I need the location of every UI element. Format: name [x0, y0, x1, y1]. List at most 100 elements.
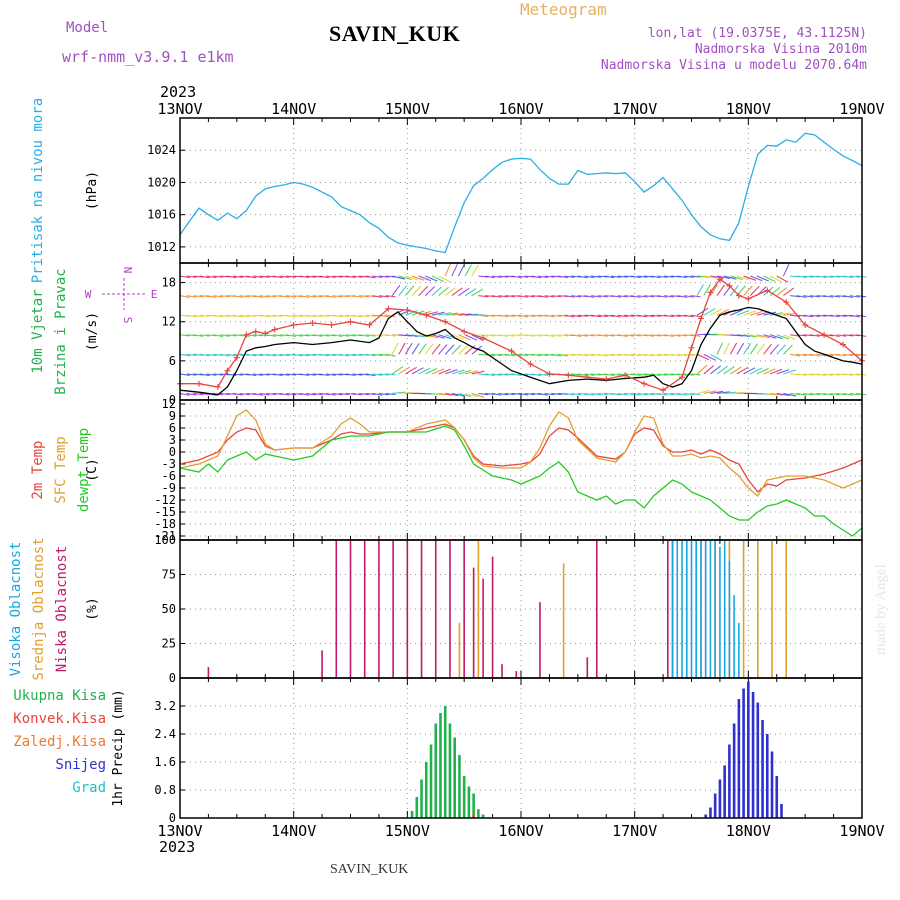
- wind-barb: [286, 373, 297, 376]
- wind-barb: [736, 275, 750, 281]
- wind-barb: [518, 314, 529, 318]
- wind-barb: [186, 314, 197, 318]
- y-tick-label: 1016: [147, 208, 176, 222]
- elevation-info: Nadmorska Visina 2010m: [694, 42, 867, 57]
- wind-barb: [783, 287, 795, 297]
- wind-barb: [444, 344, 455, 355]
- y-tick-label: 6: [169, 354, 176, 368]
- model-label: Model: [66, 20, 109, 36]
- wind-barb: [219, 334, 230, 337]
- wind-barb: [464, 264, 472, 277]
- wind-barb: [537, 353, 549, 357]
- wind-barb: [285, 334, 297, 338]
- wind-barb: [829, 275, 840, 278]
- side-label: 10m Vjetar: [30, 289, 46, 373]
- wind-barb: [537, 334, 549, 337]
- wind-barb: [213, 334, 224, 338]
- bar-visoka-oblacnost: [709, 540, 712, 678]
- wind-barb: [690, 392, 701, 396]
- wind-barb: [239, 295, 250, 298]
- wind-barb: [709, 284, 718, 296]
- x-date-label: 16NOV: [498, 822, 543, 840]
- gust-marker: [603, 376, 610, 383]
- side-label: Brzina i Pravac: [53, 268, 69, 394]
- wind-barb: [577, 275, 588, 279]
- y-tick-label: -9: [162, 481, 176, 495]
- series-line-speed: [179, 306, 863, 396]
- wind-barb: [504, 334, 515, 337]
- wind-barb: [816, 314, 827, 317]
- wind-barb: [836, 314, 847, 318]
- wind-barb: [445, 369, 458, 375]
- bar-srednja-oblacnost: [742, 540, 745, 678]
- gust-marker: [328, 321, 335, 328]
- wind-barb: [299, 392, 310, 396]
- wind-barb: [464, 334, 478, 341]
- wind-barb: [464, 370, 478, 375]
- wind-barb: [252, 353, 263, 357]
- wind-barb: [610, 353, 621, 357]
- wind-barb: [537, 392, 549, 396]
- bar-visoka-oblacnost: [695, 540, 698, 678]
- bar-niska-oblacnost: [539, 602, 541, 678]
- wind-barb: [710, 365, 722, 375]
- wind-barb: [206, 275, 217, 279]
- wind-barb: [770, 312, 783, 316]
- wind-barb: [464, 288, 477, 297]
- wind-barb: [193, 392, 204, 396]
- wind-barb: [239, 334, 250, 337]
- side-label: Pritisak na nivou mora: [30, 98, 46, 283]
- bar-snijeg: [751, 692, 755, 818]
- wind-barb: [372, 373, 383, 376]
- wind-barb: [571, 295, 582, 298]
- wind-barb: [677, 334, 688, 337]
- wind-barb: [703, 365, 715, 375]
- wind-barb: [471, 288, 484, 297]
- wind-barb: [345, 334, 356, 337]
- gust-marker: [233, 354, 240, 361]
- wind-barb: [292, 295, 303, 298]
- wind-barb: [378, 373, 389, 376]
- wind-barb: [325, 373, 336, 376]
- station-title: SAVIN_KUK: [329, 21, 461, 46]
- wind-barb: [339, 392, 350, 396]
- wind-barb: [809, 295, 820, 298]
- wind-barb: [524, 392, 535, 396]
- wind-barb: [458, 344, 469, 355]
- bar-ukupna-kisa: [443, 706, 447, 818]
- wind-barb: [750, 334, 764, 338]
- wind-barb: [749, 367, 763, 375]
- wind-barb: [478, 314, 489, 318]
- wind-barb: [710, 390, 724, 395]
- wind-barb: [644, 295, 655, 298]
- wind-barb: [663, 334, 674, 338]
- wind-barb: [206, 373, 217, 376]
- bar-snijeg: [713, 793, 717, 818]
- bar-ukupna-kisa: [410, 811, 414, 818]
- wind-barb: [471, 334, 484, 342]
- gust-marker: [385, 305, 392, 312]
- wind-barb: [591, 314, 602, 318]
- wind-barb: [690, 373, 701, 376]
- wind-barb: [776, 275, 789, 283]
- wind-barb: [305, 392, 316, 396]
- wind-barb: [690, 275, 701, 278]
- wind-barb: [431, 275, 444, 283]
- bar-ukupna-kisa: [467, 786, 471, 818]
- wind-barb: [849, 275, 860, 278]
- wind-barb: [451, 369, 465, 375]
- wind-barb: [842, 334, 854, 337]
- series-line-dewpt-temp: [179, 425, 863, 537]
- wind-barb: [617, 314, 628, 318]
- wind-barb: [445, 392, 459, 397]
- bar-ukupna-kisa: [458, 755, 461, 818]
- bar-snijeg: [747, 681, 750, 818]
- wind-barb: [710, 353, 723, 362]
- bar-niska-oblacnost: [515, 671, 518, 678]
- wind-barb: [809, 334, 820, 337]
- wind-barb: [438, 392, 452, 396]
- wind-barb: [232, 314, 243, 318]
- wind-barb: [411, 343, 420, 355]
- wind-barb: [736, 366, 749, 375]
